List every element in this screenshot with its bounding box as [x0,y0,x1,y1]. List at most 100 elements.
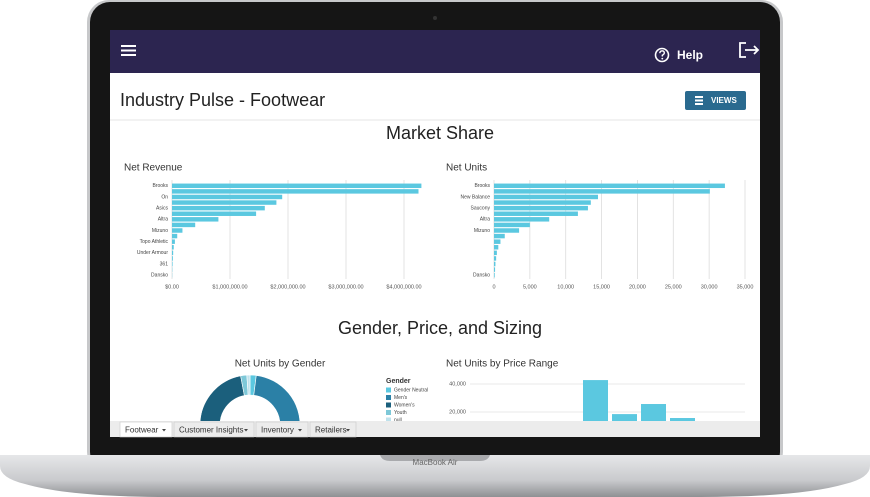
bar [172,183,422,189]
bar [494,222,530,228]
x-tick-label: 25,000 [665,284,682,290]
views-label[interactable]: VIEWS [711,96,737,105]
bar [494,228,520,233]
x-tick-label: $3,000,000.00 [328,284,363,290]
bar [172,233,178,239]
x-tick-label: $1,000,000.00 [212,284,247,290]
legend-swatch [386,387,391,393]
legend-label: null [394,417,402,423]
y-tick-label: Altra [158,217,169,223]
device-label: MacBook Air [413,458,458,467]
bar [494,261,496,267]
views-button[interactable]: VIEWS [685,91,746,110]
charts: Net Revenue $0.00 $1,000,000.00 $2,000,000.… [124,163,753,423]
bar [494,272,495,278]
y-tick-label: Dansko [151,273,168,279]
x-tick-label: $0.00 [165,284,179,290]
tab[interactable] [255,421,309,438]
tab[interactable] [173,421,255,438]
tab-caret[interactable] [244,429,248,432]
tab[interactable] [309,421,357,438]
help-label[interactable]: Help [677,48,703,62]
section-title: Market Share [386,123,494,143]
legend-swatch [386,417,391,421]
bar [172,217,219,222]
y-tick-label: Mizuno [474,228,490,234]
legend-swatch [386,410,391,415]
y-tick-label: Mizuno [152,228,168,234]
camera [433,16,437,20]
legend-label: Women's [394,402,415,408]
bar [172,245,174,250]
notch [380,455,490,461]
x-tick-label: $2,000,000.00 [270,284,305,290]
bar [494,256,497,261]
tab-caret[interactable] [346,429,350,432]
chart-title: Net Units [446,163,487,174]
top-bar [110,30,760,73]
y-tick-label: Brooks [474,183,490,189]
tab-label[interactable]: Footwear [125,426,159,435]
bar [494,205,588,211]
y-tick-label: On [161,194,168,200]
x-tick-label: $4,000,000.00 [386,284,421,290]
tab-caret[interactable] [298,429,302,432]
page-title: Industry Pulse - Footwear [120,90,325,110]
logout-icon[interactable] [739,42,760,58]
laptop-base [0,455,870,497]
legend-swatch [386,395,391,400]
bar [583,380,608,421]
chart-title: Net Revenue [124,163,183,174]
legend-label: Gender Neutral [394,387,428,393]
y-tick-label: New Balance [461,194,491,200]
bar [172,189,419,194]
screen [110,30,760,437]
help-button[interactable]: Help [654,47,704,63]
y-tick-label: Brooks [152,183,168,189]
section-title: Gender, Price, and Sizing [338,318,542,338]
y-tick-label: Topo Athletic [140,239,169,245]
bar [494,200,591,205]
bar [172,261,173,267]
y-tick-label: Dansko [473,273,490,279]
x-tick-label: 0 [492,284,495,290]
bar [172,228,183,233]
y-tick-label: 361 [160,261,169,267]
legend-title: Gender [386,378,411,385]
bar [172,205,265,211]
bar [172,200,277,205]
y-tick-label: Under Armour [137,250,168,256]
x-tick-label: 5,000 [523,284,537,290]
chart-title: Net Units by Gender [235,359,326,370]
bar [641,404,666,421]
legend-label: Men's [394,395,408,401]
tab-label[interactable]: Inventory [261,426,294,435]
pie-slice [253,375,301,421]
legend-label: Youth [394,410,407,416]
legend-swatch [386,402,391,408]
y-tick-label: 40,000 [449,381,466,387]
pie-slice [246,374,251,396]
menu-icon[interactable] [121,45,136,56]
bar [494,267,496,272]
tab-label[interactable]: Customer Insights [179,426,243,435]
bar [172,256,173,261]
y-tick-label: Asics [156,205,168,211]
x-tick-label: 30,000 [701,284,718,290]
tab-caret[interactable] [162,429,166,432]
tabs: Footwear Customer Insights Inventory Retail… [119,421,357,438]
bar [612,414,637,421]
tab-label[interactable]: Retailers [315,426,347,435]
bar [494,194,598,200]
x-tick-label: 15,000 [593,284,610,290]
bar [494,189,710,194]
tab[interactable] [119,421,173,438]
x-tick-label: 10,000 [557,284,574,290]
bar [494,217,550,222]
y-tick-label: Altra [480,217,491,223]
bar [172,211,257,216]
bar [494,211,578,216]
bar [172,194,283,200]
bar [172,239,175,244]
